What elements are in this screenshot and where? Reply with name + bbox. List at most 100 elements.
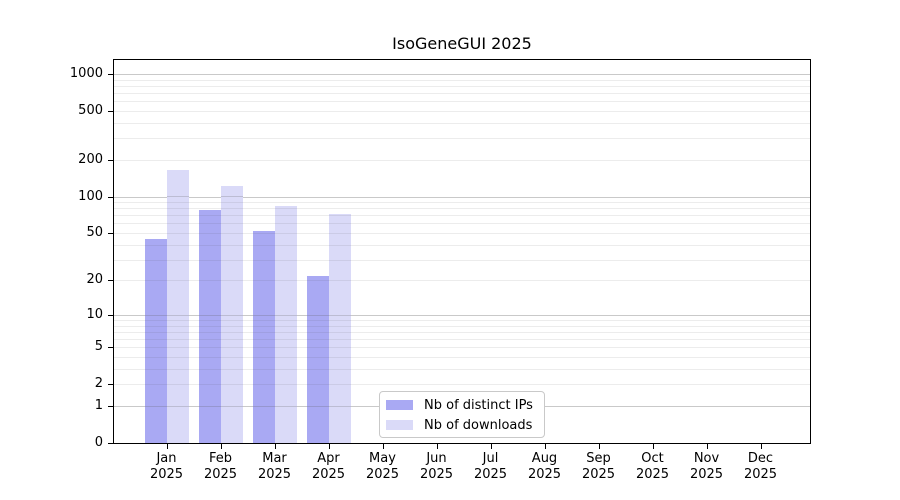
gridline-through-bar <box>329 280 351 281</box>
gridline-through-bar <box>145 384 167 385</box>
y-tick-label: 0 <box>0 435 103 451</box>
gridline-through-bar <box>221 260 243 261</box>
legend-item-downloads: Nb of downloads <box>386 415 544 435</box>
gridline-through-bar <box>253 280 275 281</box>
gridline-through-bar <box>221 384 243 385</box>
gridline-through-bar <box>199 347 221 348</box>
gridline-minor <box>114 160 810 161</box>
y-tick-mark <box>108 315 114 316</box>
gridline-minor <box>114 93 810 94</box>
gridline-through-bar <box>275 245 297 246</box>
gridline-through-bar <box>199 369 221 370</box>
gridline-through-bar <box>145 315 167 316</box>
gridline-through-bar <box>307 332 329 333</box>
gridline-through-bar <box>221 245 243 246</box>
y-tick-mark <box>108 74 114 75</box>
gridline-minor <box>114 101 810 102</box>
gridline-through-bar <box>253 369 275 370</box>
x-tick-mark <box>383 444 384 449</box>
bar-downloads-feb <box>221 186 243 443</box>
gridline-through-bar <box>253 233 275 234</box>
y-tick-mark <box>108 160 114 161</box>
gridline-through-bar <box>275 208 297 209</box>
y-tick-mark <box>108 197 114 198</box>
gridline-through-bar <box>221 339 243 340</box>
gridline-through-bar <box>221 326 243 327</box>
gridline-through-bar <box>253 406 275 407</box>
gridline-through-bar <box>253 384 275 385</box>
gridline-through-bar <box>167 196 189 197</box>
plot-area <box>113 59 811 444</box>
gridline-through-bar <box>275 215 297 216</box>
gridline-through-bar <box>253 315 275 316</box>
legend: Nb of distinct IPs Nb of downloads <box>379 391 545 438</box>
gridline-through-bar <box>221 406 243 407</box>
gridline-through-bar <box>275 339 297 340</box>
chart-title: IsoGeneGUI 2025 <box>114 34 810 54</box>
gridline-through-bar <box>307 357 329 358</box>
gridline-through-bar <box>145 347 167 348</box>
gridline-through-bar <box>329 215 351 216</box>
x-tick-mark <box>599 444 600 449</box>
gridline-through-bar <box>199 280 221 281</box>
gridline-through-bar <box>167 332 189 333</box>
gridline-through-bar <box>329 347 351 348</box>
gridline-through-bar <box>329 332 351 333</box>
gridline-through-bar <box>275 357 297 358</box>
gridline-through-bar <box>275 223 297 224</box>
gridline-through-bar <box>275 326 297 327</box>
gridline-through-bar <box>307 315 329 316</box>
gridline-through-bar <box>145 320 167 321</box>
gridline-through-bar <box>145 339 167 340</box>
x-tick-mark <box>491 444 492 449</box>
gridline-through-bar <box>329 320 351 321</box>
gridline-through-bar <box>221 369 243 370</box>
gridline-through-bar <box>275 320 297 321</box>
y-tick-mark <box>108 406 114 407</box>
gridline-through-bar <box>167 339 189 340</box>
gridline-through-bar <box>145 245 167 246</box>
gridline-through-bar <box>329 223 351 224</box>
gridline-through-bar <box>307 326 329 327</box>
y-tick-label: 200 <box>0 152 103 168</box>
gridline-through-bar <box>199 406 221 407</box>
y-tick-mark <box>108 443 114 444</box>
bar-distinct-ips-jan <box>145 239 167 443</box>
gridline-through-bar <box>221 202 243 203</box>
y-tick-mark <box>108 384 114 385</box>
gridline-through-bar <box>253 339 275 340</box>
x-tick-mark <box>545 444 546 449</box>
gridline-through-bar <box>307 339 329 340</box>
bar-distinct-ips-apr <box>307 276 329 443</box>
gridline-through-bar <box>253 332 275 333</box>
gridline-through-bar <box>329 369 351 370</box>
x-tick-mark <box>167 444 168 449</box>
gridline-through-bar <box>275 260 297 261</box>
y-tick-mark <box>108 233 114 234</box>
gridline-through-bar <box>329 245 351 246</box>
y-tick-label: 100 <box>0 189 103 205</box>
y-tick-label: 2 <box>0 376 103 392</box>
gridline-through-bar <box>199 357 221 358</box>
gridline-through-bar <box>253 320 275 321</box>
y-tick-mark <box>108 280 114 281</box>
gridline-through-bar <box>253 357 275 358</box>
bar-downloads-apr <box>329 214 351 443</box>
x-tick-year: 2025 <box>721 467 801 483</box>
gridline-through-bar <box>145 332 167 333</box>
gridline-through-bar <box>253 326 275 327</box>
gridline-through-bar <box>221 347 243 348</box>
gridline-through-bar <box>275 332 297 333</box>
bar-downloads-jan <box>167 170 189 443</box>
bar-distinct-ips-mar <box>253 231 275 443</box>
x-tick-mark <box>221 444 222 449</box>
legend-label-distinct-ips: Nb of distinct IPs <box>424 398 533 413</box>
gridline-through-bar <box>329 315 351 316</box>
gridline-through-bar <box>221 320 243 321</box>
gridline-through-bar <box>167 384 189 385</box>
legend-item-distinct-ips: Nb of distinct IPs <box>386 395 544 415</box>
gridline-through-bar <box>167 326 189 327</box>
gridline-through-bar <box>199 332 221 333</box>
gridline-through-bar <box>307 280 329 281</box>
gridline-through-bar <box>199 339 221 340</box>
